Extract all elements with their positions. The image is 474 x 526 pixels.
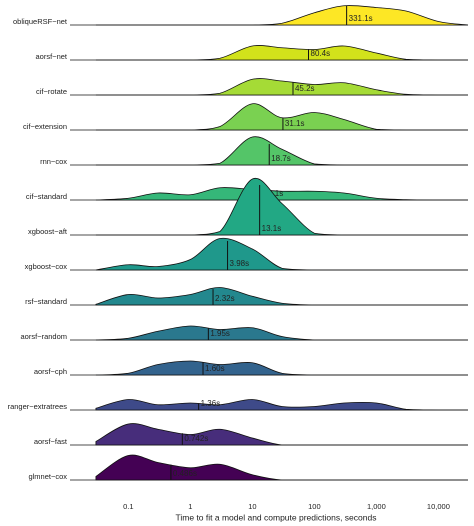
median-label: 3.98s [230,259,250,268]
category-label: aorsf−net [36,52,68,61]
median-label: 0.486s [173,469,197,478]
median-label: 2.32s [215,294,235,303]
density-ridge [95,78,468,96]
x-tick-label: 0.1 [123,502,133,511]
density-ridge [95,103,468,131]
category-label: glmnet−cox [28,472,67,481]
density-ridge [95,325,468,341]
density-ridge [95,237,468,271]
density-ridge [95,5,469,26]
x-tick-label: 10,000 [427,502,450,511]
median-label: 13.1s [262,224,282,233]
median-label: 1.95s [210,329,230,338]
median-label: 45.2s [295,84,315,93]
category-label: cif−extension [23,122,67,131]
density-ridge [95,399,468,411]
category-label: aorsf−cph [34,367,67,376]
density-ridge [95,45,468,61]
density-ridge [95,287,468,306]
median-label: 80.4s [311,49,331,58]
category-label: obliqueRSF−net [13,17,68,26]
category-label: xgboost−cox [25,262,68,271]
median-label: 0.742s [184,434,208,443]
median-label: 31.1s [285,119,305,128]
x-tick-label: 1,000 [367,502,386,511]
category-label: ranger−extratrees [8,402,68,411]
category-label: rsf−standard [25,297,67,306]
category-label: xgboost−aft [28,227,68,236]
median-label: 1.60s [205,364,225,373]
median-label: 331.1s [349,14,373,23]
x-tick-label: 10 [248,502,256,511]
category-label: rnn−cox [40,157,67,166]
density-ridge [95,136,468,166]
density-ridge [95,423,468,446]
category-label: aorsf−fast [34,437,68,446]
density-ridge [95,360,468,376]
median-label: 18.7s [271,154,291,163]
x-tick-label: 100 [308,502,321,511]
density-ridge [95,177,468,236]
x-axis-label: Time to fit a model and compute predicti… [176,512,377,522]
category-label: cif−rotate [36,87,67,96]
category-label: aorsf−random [21,332,67,341]
median-label: 1.36s [201,399,221,408]
x-tick-label: 1 [188,502,192,511]
category-label: cif−standard [26,192,67,201]
density-ridge [95,454,468,481]
density-ridge [95,187,468,201]
